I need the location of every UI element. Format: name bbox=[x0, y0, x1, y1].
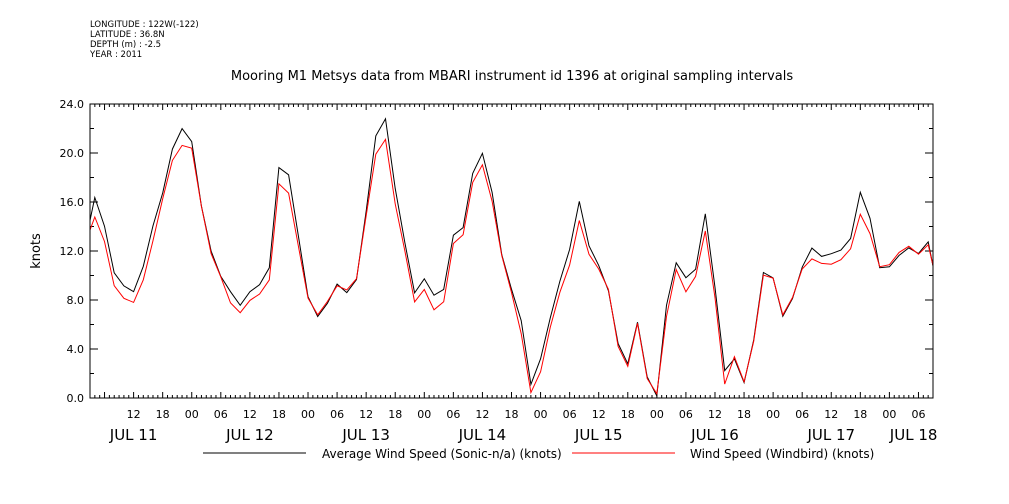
x-day-label: JUL 14 bbox=[458, 426, 507, 444]
x-hour-label: 12 bbox=[243, 408, 257, 421]
x-hour-label: 06 bbox=[330, 408, 344, 421]
meta-longitude: LONGITUDE : 122W(-122) bbox=[90, 20, 199, 30]
x-day-label: JUL 11 bbox=[109, 426, 158, 444]
y-axis-label: knots bbox=[29, 233, 44, 269]
x-tick-labels: 12 18 00 06 12 18 00 06 12 18 00 06 12 18 00 06 12 18 00 06… bbox=[109, 408, 938, 444]
x-hour-label: 00 bbox=[882, 408, 896, 421]
x-hour-label: 18 bbox=[156, 408, 170, 421]
x-hour-label: 06 bbox=[911, 408, 925, 421]
x-hour-label: 12 bbox=[708, 408, 722, 421]
x-hour-label: 06 bbox=[563, 408, 577, 421]
y-tick-labels: 0.0 4.0 8.0 12.0 16.0 20.0 24.0 bbox=[60, 98, 85, 405]
series-line-windbird bbox=[89, 138, 934, 396]
x-hour-label: 06 bbox=[214, 408, 228, 421]
meta-year: YEAR : 2011 bbox=[90, 50, 143, 60]
legend: Average Wind Speed (Sonic-n/a) (knots) Wi… bbox=[203, 447, 874, 461]
x-hour-label: 12 bbox=[359, 408, 373, 421]
y-tick-label: 24.0 bbox=[60, 98, 85, 111]
series-lines bbox=[89, 117, 934, 398]
x-hour-label: 18 bbox=[853, 408, 867, 421]
x-hour-label: 06 bbox=[446, 408, 460, 421]
tick-marks bbox=[89, 103, 934, 399]
x-hour-label: 18 bbox=[505, 408, 519, 421]
x-hour-label: 00 bbox=[417, 408, 431, 421]
x-hour-label: 00 bbox=[185, 408, 199, 421]
y-tick-label: 16.0 bbox=[60, 196, 85, 209]
chart-title: Mooring M1 Metsys data from MBARI instru… bbox=[231, 69, 793, 84]
series-line-sonic bbox=[89, 117, 934, 398]
x-hour-label: 00 bbox=[534, 408, 548, 421]
x-hour-label: 00 bbox=[301, 408, 315, 421]
x-day-label: JUL 13 bbox=[341, 426, 390, 444]
x-day-label: JUL 12 bbox=[225, 426, 274, 444]
x-hour-label: 12 bbox=[475, 408, 489, 421]
y-tick-label: 8.0 bbox=[67, 294, 85, 307]
x-hour-label: 12 bbox=[127, 408, 141, 421]
x-hour-label: 18 bbox=[737, 408, 751, 421]
x-hour-label: 18 bbox=[621, 408, 635, 421]
y-tick-label: 12.0 bbox=[60, 245, 85, 258]
x-hour-label: 00 bbox=[766, 408, 780, 421]
x-hour-label: 00 bbox=[650, 408, 664, 421]
x-hour-label: 06 bbox=[679, 408, 693, 421]
plot-frame bbox=[89, 103, 934, 399]
legend-label: Average Wind Speed (Sonic-n/a) (knots) bbox=[322, 447, 562, 461]
meta-depth: DEPTH (m) : -2.5 bbox=[90, 40, 162, 50]
x-day-label: JUL 16 bbox=[690, 426, 739, 444]
x-hour-label: 12 bbox=[592, 408, 606, 421]
legend-label: Wind Speed (Windbird) (knots) bbox=[690, 447, 874, 461]
x-hour-label: 12 bbox=[824, 408, 838, 421]
metadata-block: LONGITUDE : 122W(-122) LATITUDE : 36.8N … bbox=[90, 20, 199, 60]
x-day-label: JUL 17 bbox=[806, 426, 855, 444]
y-tick-label: 0.0 bbox=[67, 392, 85, 405]
x-day-label: JUL 18 bbox=[889, 426, 938, 444]
y-tick-label: 20.0 bbox=[60, 147, 85, 160]
x-day-label: JUL 15 bbox=[574, 426, 623, 444]
x-hour-label: 18 bbox=[272, 408, 286, 421]
x-hour-label: 18 bbox=[388, 408, 402, 421]
x-hour-label: 06 bbox=[795, 408, 809, 421]
y-tick-label: 4.0 bbox=[67, 343, 85, 356]
meta-latitude: LATITUDE : 36.8N bbox=[90, 30, 165, 40]
